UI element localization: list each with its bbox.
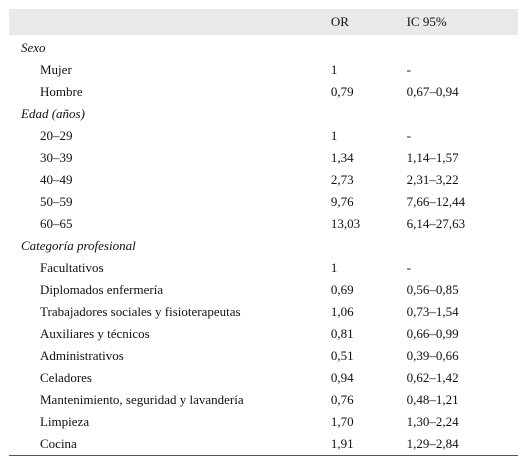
row-name: Mantenimiento, seguridad y lavandería xyxy=(40,392,244,407)
row-name: 50–59 xyxy=(40,194,73,209)
row-ic: 0,62–1,42 xyxy=(406,370,459,385)
odds-ratio-table-container: OR IC 95% Sexo Mujer 1 - Hombre 0,79 0,6… xyxy=(9,9,518,456)
header-ic95: IC 95% xyxy=(406,14,447,29)
table-row: Celadores 0,94 0,62–1,42 xyxy=(9,367,518,389)
row-name: Celadores xyxy=(40,370,92,385)
row-name: Trabajadores sociales y fisioterapeutas xyxy=(40,304,241,319)
table-row: Auxiliares y técnicos 0,81 0,66–0,99 xyxy=(9,323,518,345)
row-ic: 6,14–27,63 xyxy=(406,216,466,231)
bottom-rule-row xyxy=(9,455,518,456)
table-header: OR IC 95% xyxy=(9,9,518,35)
row-name: Hombre xyxy=(40,84,83,99)
row-or: 0,76 xyxy=(330,392,354,407)
header-row: OR IC 95% xyxy=(9,9,518,35)
group-label: Categoría profesional xyxy=(21,238,136,253)
group-row-categoria: Categoría profesional xyxy=(9,235,518,257)
group-row-edad: Edad (años) xyxy=(9,103,518,125)
row-ic: 0,73–1,54 xyxy=(406,304,459,319)
row-or: 0,81 xyxy=(330,326,354,341)
row-or: 1,91 xyxy=(330,436,354,451)
row-or: 0,51 xyxy=(330,348,354,363)
row-or: 0,69 xyxy=(330,282,354,297)
table-row: Hombre 0,79 0,67–0,94 xyxy=(9,81,518,103)
row-or: 1 xyxy=(330,62,338,77)
row-ic: 0,56–0,85 xyxy=(406,282,459,297)
row-ic: 0,67–0,94 xyxy=(406,84,459,99)
row-or: 0,94 xyxy=(330,370,354,385)
row-or: 1 xyxy=(330,128,338,143)
table-row: Diplomados enfermería 0,69 0,56–0,85 xyxy=(9,279,518,301)
table-body: Sexo Mujer 1 - Hombre 0,79 0,67–0,94 Eda… xyxy=(9,35,518,456)
odds-ratio-table: OR IC 95% Sexo Mujer 1 - Hombre 0,79 0,6… xyxy=(9,9,518,456)
group-label: Sexo xyxy=(21,40,46,55)
row-name: Diplomados enfermería xyxy=(40,282,164,297)
row-ic: - xyxy=(406,260,411,275)
row-ic: 0,48–1,21 xyxy=(406,392,459,407)
row-name: Auxiliares y técnicos xyxy=(40,326,150,341)
row-ic: 1,30–2,24 xyxy=(406,414,459,429)
table-row: 20–29 1 - xyxy=(9,125,518,147)
row-or: 0,79 xyxy=(330,84,354,99)
row-ic: 0,66–0,99 xyxy=(406,326,459,341)
row-name: 40–49 xyxy=(40,172,73,187)
table-row: Cocina 1,91 1,29–2,84 xyxy=(9,433,518,456)
table-row: Limpieza 1,70 1,30–2,24 xyxy=(9,411,518,433)
header-variable xyxy=(9,9,331,35)
row-name: 60–65 xyxy=(40,216,73,231)
table-row: 60–65 13,03 6,14–27,63 xyxy=(9,213,518,235)
row-ic: 1,29–2,84 xyxy=(406,436,459,451)
table-row: Trabajadores sociales y fisioterapeutas … xyxy=(9,301,518,323)
row-or: 1 xyxy=(330,260,338,275)
table-row: Mujer 1 - xyxy=(9,59,518,81)
row-ic: - xyxy=(406,128,411,143)
table-row: 40–49 2,73 2,31–3,22 xyxy=(9,169,518,191)
row-name: Administrativos xyxy=(40,348,124,363)
row-ic: 0,39–0,66 xyxy=(406,348,459,363)
row-or: 1,70 xyxy=(330,414,354,429)
row-name: Facultativos xyxy=(40,260,104,275)
row-or: 1,06 xyxy=(330,304,354,319)
row-or: 9,76 xyxy=(330,194,354,209)
table-row: 50–59 9,76 7,66–12,44 xyxy=(9,191,518,213)
header-or: OR xyxy=(330,14,349,29)
row-name: 20–29 xyxy=(40,128,73,143)
group-label: Edad (años) xyxy=(21,106,85,121)
row-or: 13,03 xyxy=(330,216,361,231)
row-name: 30–39 xyxy=(40,150,73,165)
row-ic: 7,66–12,44 xyxy=(406,194,466,209)
row-or: 2,73 xyxy=(330,172,354,187)
row-or: 1,34 xyxy=(330,150,354,165)
row-name: Limpieza xyxy=(40,414,90,429)
bottom-rule xyxy=(9,455,518,456)
table-row: Administrativos 0,51 0,39–0,66 xyxy=(9,345,518,367)
row-name: Mujer xyxy=(40,62,72,77)
row-name: Cocina xyxy=(40,436,77,451)
group-row-sexo: Sexo xyxy=(9,35,518,59)
table-row: Mantenimiento, seguridad y lavandería 0,… xyxy=(9,389,518,411)
table-row: 30–39 1,34 1,14–1,57 xyxy=(9,147,518,169)
row-ic: 1,14–1,57 xyxy=(406,150,459,165)
row-ic: - xyxy=(406,62,411,77)
row-ic: 2,31–3,22 xyxy=(406,172,459,187)
table-row: Facultativos 1 - xyxy=(9,257,518,279)
